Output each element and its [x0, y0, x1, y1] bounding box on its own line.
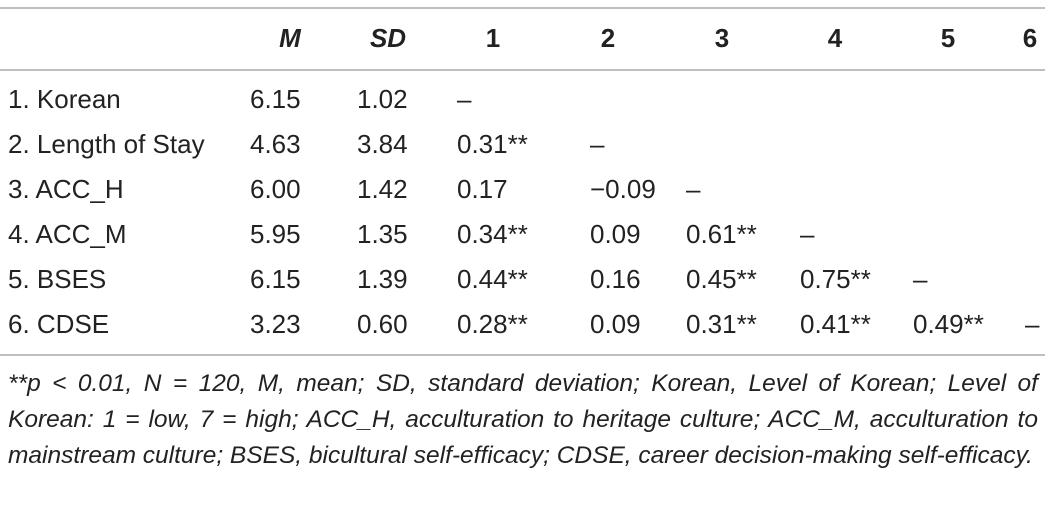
cell: −0.09 [590, 174, 656, 204]
table: M SD 1 2 3 4 5 6 1. Korean 6.15 1.02 – 2. Length of … [0, 7, 1045, 356]
cell: 0.34** [457, 219, 528, 249]
cell: 0.41** [800, 309, 871, 339]
cell: – [457, 84, 472, 114]
cell: 0.45** [686, 264, 757, 294]
cell: 0.61** [686, 219, 757, 249]
cell: 1.02 [357, 84, 408, 114]
cell: 5.95 [250, 219, 301, 249]
cell: – [800, 219, 815, 249]
cell: 0.75** [800, 264, 871, 294]
cell: 0.49** [913, 309, 984, 339]
cell: 4.63 [250, 129, 301, 159]
cell: 0.60 [357, 309, 408, 339]
cell: 0.28** [457, 309, 528, 339]
cell: 1.39 [357, 264, 408, 294]
cell: 0.44** [457, 264, 528, 294]
cell: 6.15 [250, 264, 301, 294]
cell: 1.35 [357, 219, 408, 249]
cell: 3.23 [250, 309, 301, 339]
row-label: 6. CDSE [8, 309, 109, 339]
cell: – [590, 129, 605, 159]
cell: 0.09 [590, 309, 641, 339]
cell: 0.16 [590, 264, 641, 294]
cell: 0.31** [686, 309, 757, 339]
column-header: 3 [715, 23, 729, 53]
cell: 3.84 [357, 129, 408, 159]
row-label: 5. BSES [8, 264, 106, 294]
column-header: 2 [601, 23, 615, 53]
column-header: 4 [828, 23, 843, 53]
cell: 6.15 [250, 84, 301, 114]
cell: 0.09 [590, 219, 641, 249]
column-header: SD [370, 23, 406, 53]
column-header: 6 [1023, 23, 1037, 53]
cell: – [686, 174, 701, 204]
row-label: 1. Korean [8, 84, 121, 114]
column-header: M [279, 23, 302, 53]
cell: 0.17 [457, 174, 508, 204]
cell: 0.31** [457, 129, 528, 159]
row-label: 4. ACC_M [8, 219, 127, 249]
cell: 6.00 [250, 174, 301, 204]
cell: 1.42 [357, 174, 408, 204]
column-header: 1 [486, 23, 500, 53]
footnote: **p < 0.01, N = 120, M, mean; SD, standa… [8, 370, 1038, 469]
row-label: 3. ACC_H [8, 174, 124, 204]
column-header: 5 [941, 23, 955, 53]
cell: – [1025, 309, 1040, 339]
cell: – [913, 264, 928, 294]
row-label: 2. Length of Stay [8, 129, 205, 159]
